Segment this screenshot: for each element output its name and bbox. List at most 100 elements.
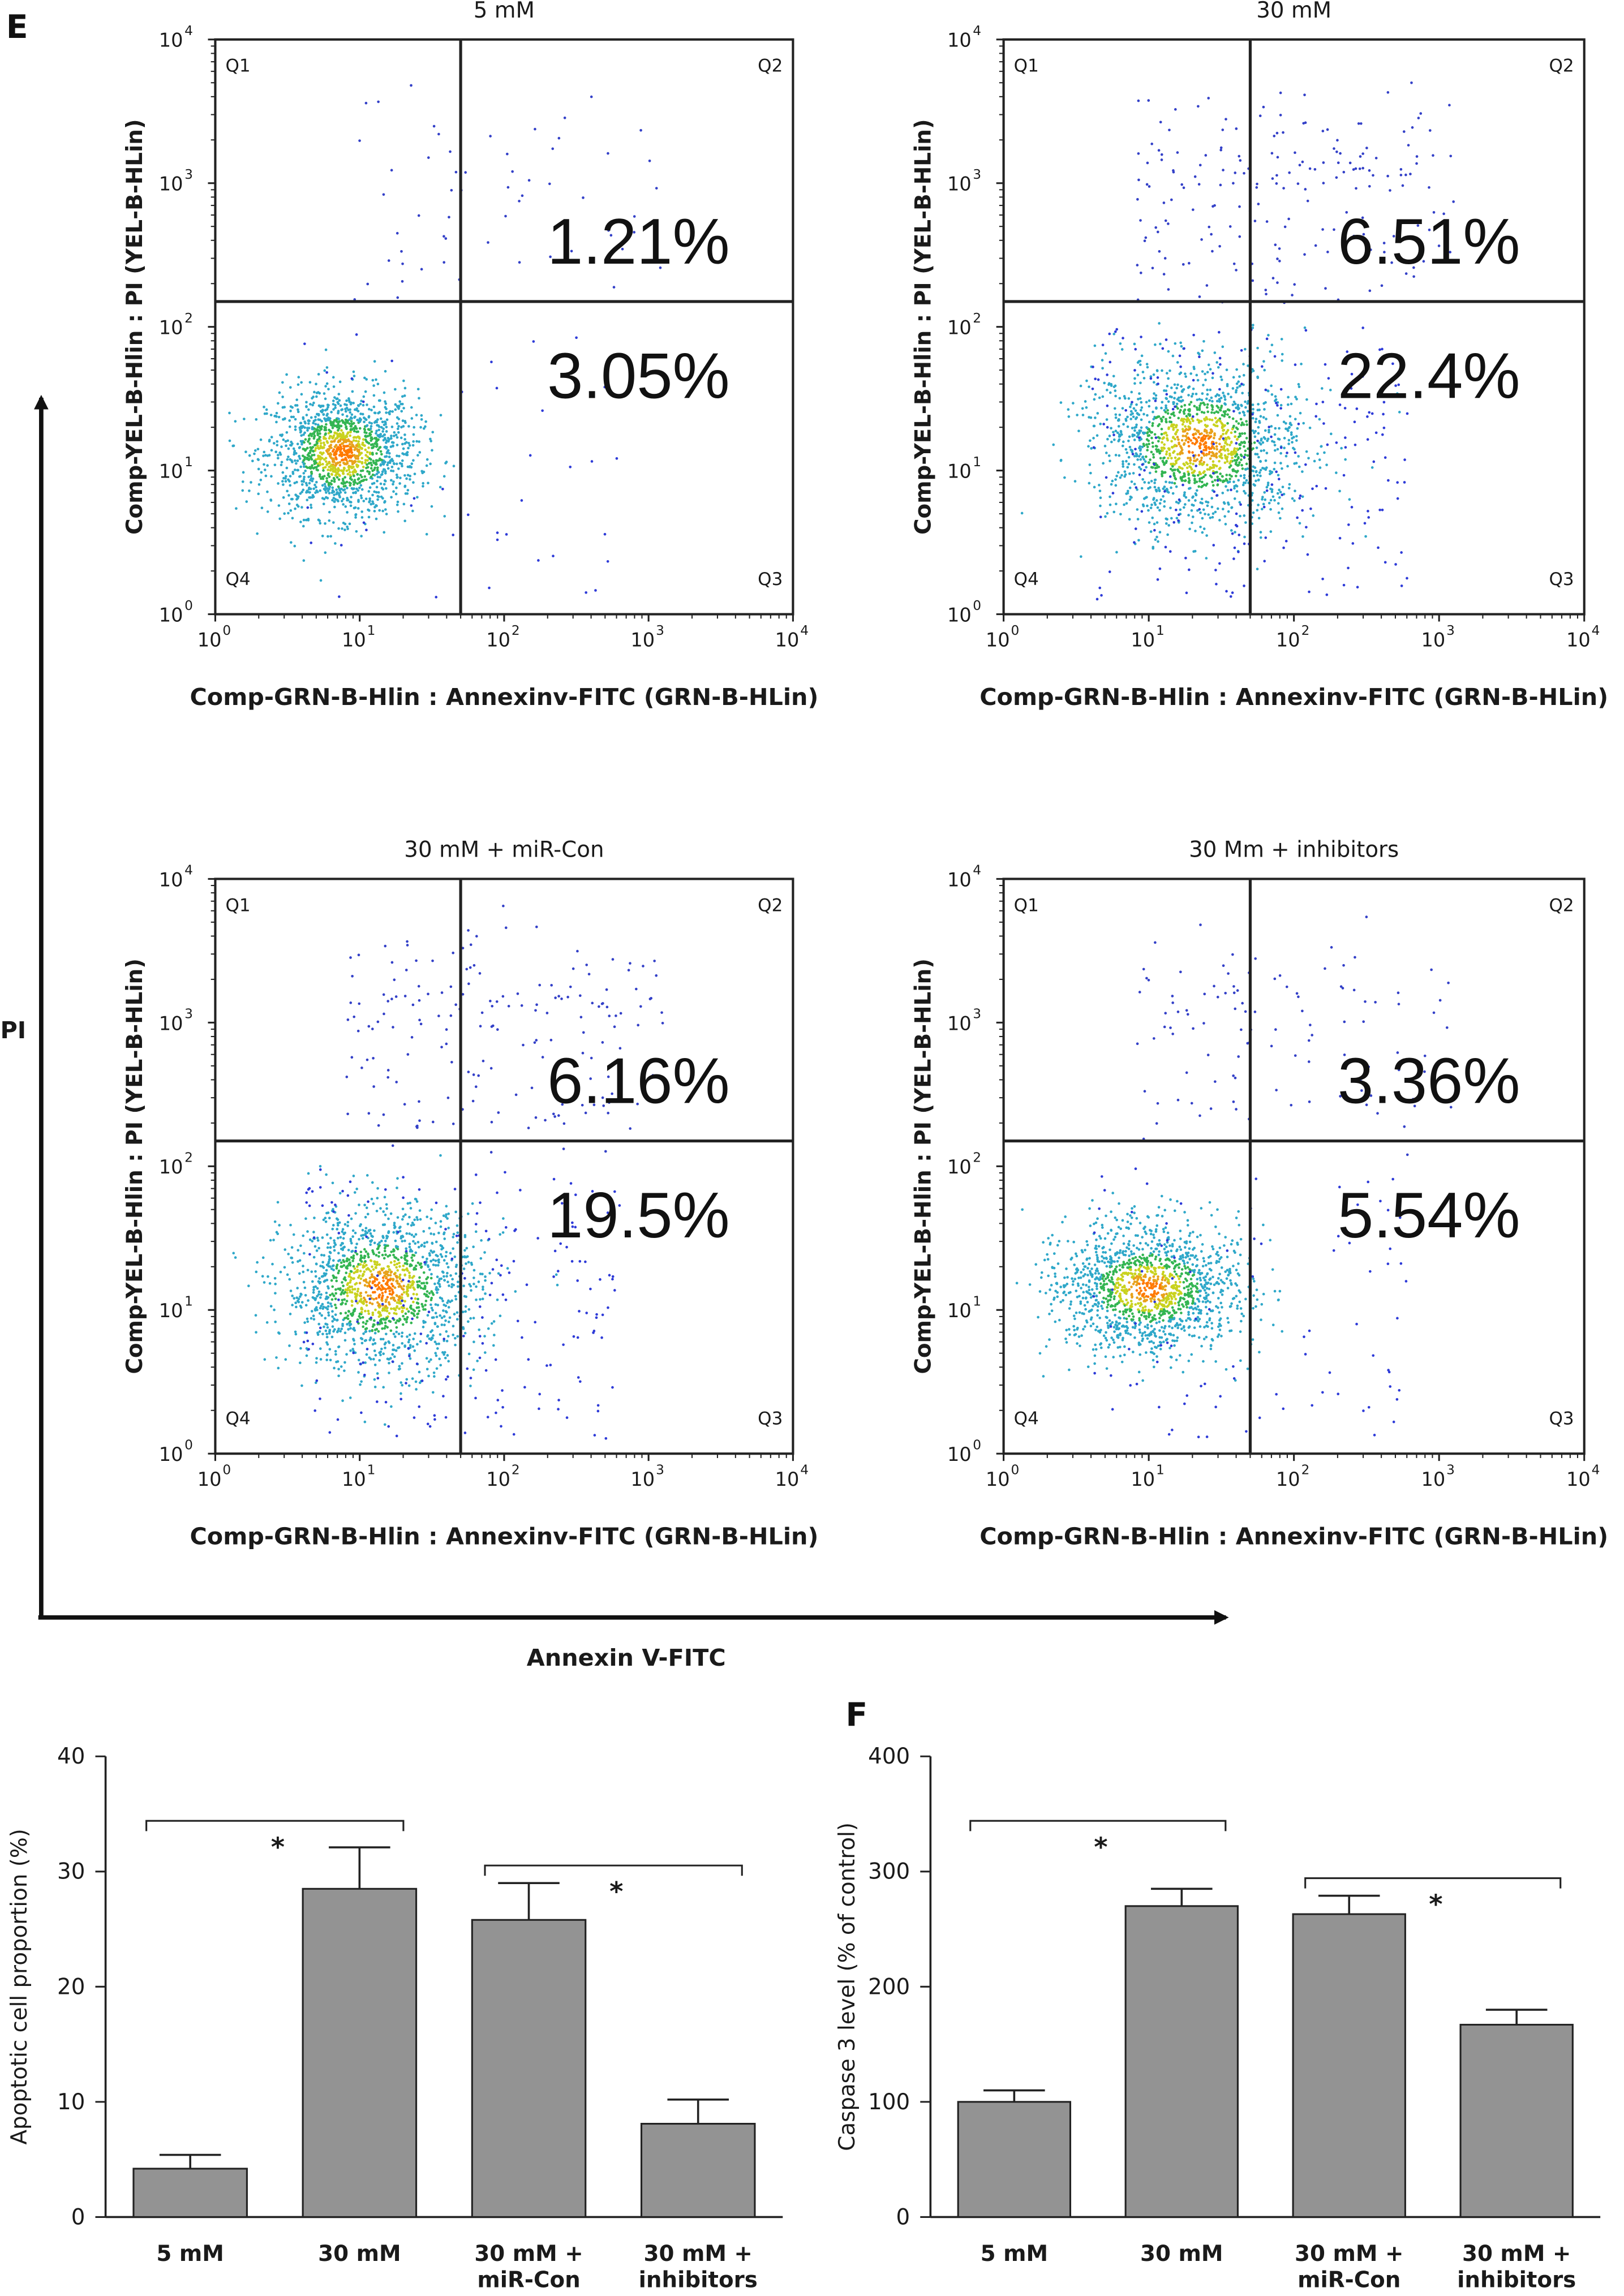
event-point xyxy=(359,494,363,497)
event-point xyxy=(1241,441,1244,444)
event-point xyxy=(325,382,329,385)
event-point xyxy=(462,1326,465,1329)
quadrant-label-q4: Q4 xyxy=(1014,569,1039,590)
event-point xyxy=(437,1258,440,1261)
event-point xyxy=(465,1295,468,1299)
event-point xyxy=(1164,219,1167,222)
event-point xyxy=(1265,466,1268,469)
event-point xyxy=(399,1237,403,1240)
event-point xyxy=(378,458,381,462)
event-point xyxy=(1218,356,1222,360)
event-point xyxy=(1242,363,1245,366)
event-point xyxy=(1165,404,1167,407)
event-point xyxy=(1361,152,1364,155)
event-point xyxy=(393,1299,397,1302)
event-point xyxy=(369,427,372,431)
event-point xyxy=(326,489,330,492)
event-point xyxy=(322,1305,325,1309)
event-point xyxy=(299,429,303,433)
event-point xyxy=(1106,404,1109,407)
event-point xyxy=(333,1318,336,1321)
event-point xyxy=(1281,507,1284,510)
y-tick-exponent: 2 xyxy=(973,311,981,326)
event-point xyxy=(1195,373,1198,377)
event-point xyxy=(1181,428,1184,431)
event-point xyxy=(1175,402,1179,406)
event-point xyxy=(309,403,312,406)
event-point xyxy=(396,405,399,408)
event-point xyxy=(1240,349,1243,352)
event-point xyxy=(1161,441,1163,444)
event-point xyxy=(357,404,360,407)
event-point xyxy=(1215,494,1218,497)
event-point xyxy=(1241,467,1244,470)
event-point xyxy=(346,1220,350,1224)
event-point xyxy=(422,470,426,474)
event-point xyxy=(325,1279,329,1282)
event-point xyxy=(307,1299,310,1302)
event-point xyxy=(1136,412,1139,415)
event-point xyxy=(384,1253,387,1257)
event-point xyxy=(423,1245,426,1248)
event-point xyxy=(404,1213,407,1216)
event-point xyxy=(1170,440,1173,443)
event-point xyxy=(396,1280,399,1283)
event-point xyxy=(1202,527,1206,530)
event-point xyxy=(1205,284,1209,287)
event-point xyxy=(1259,460,1262,463)
event-point xyxy=(291,406,294,409)
event-point xyxy=(347,466,350,468)
event-point xyxy=(1167,400,1170,403)
event-point xyxy=(425,464,428,467)
event-point xyxy=(1147,99,1150,102)
event-point xyxy=(433,1282,436,1285)
event-point xyxy=(337,446,340,449)
event-point xyxy=(408,1215,411,1219)
event-point xyxy=(1179,371,1183,375)
event-point xyxy=(1150,503,1153,506)
event-point xyxy=(1384,561,1387,564)
event-point xyxy=(1215,421,1218,424)
event-point xyxy=(1218,459,1221,463)
event-point xyxy=(1162,273,1166,276)
event-point xyxy=(353,1343,356,1345)
event-point xyxy=(1231,403,1235,406)
event-point xyxy=(334,1276,338,1279)
event-point xyxy=(356,448,359,451)
event-point xyxy=(1148,399,1151,402)
event-point xyxy=(1093,344,1097,347)
event-point xyxy=(478,1328,481,1331)
event-point xyxy=(1244,406,1247,409)
event-point xyxy=(1221,414,1224,417)
event-point xyxy=(277,415,281,419)
event-point xyxy=(1193,442,1197,446)
event-point xyxy=(321,475,324,479)
event-point xyxy=(372,1268,375,1271)
y-tick-exponent: 2 xyxy=(184,311,193,326)
event-point xyxy=(404,492,407,495)
event-point xyxy=(396,503,399,506)
event-point xyxy=(358,481,362,484)
panel-label-f: F xyxy=(845,1696,867,1734)
event-point xyxy=(320,425,324,428)
event-point xyxy=(1178,442,1181,446)
event-point xyxy=(1257,403,1260,406)
event-point xyxy=(373,1331,377,1335)
event-point xyxy=(289,509,293,512)
event-point xyxy=(1223,445,1226,448)
event-point xyxy=(310,1310,313,1313)
event-point xyxy=(336,436,339,440)
event-point xyxy=(333,480,336,483)
event-point xyxy=(1230,440,1233,444)
event-point xyxy=(317,1293,320,1296)
event-point xyxy=(1099,422,1102,425)
event-point xyxy=(306,429,309,432)
event-point xyxy=(1279,452,1282,455)
event-point xyxy=(1270,490,1274,493)
event-point xyxy=(1270,425,1273,428)
event-point xyxy=(495,386,499,390)
event-point xyxy=(273,1308,276,1312)
event-point xyxy=(325,1291,328,1295)
event-point xyxy=(1261,498,1264,501)
event-point xyxy=(300,1384,303,1387)
